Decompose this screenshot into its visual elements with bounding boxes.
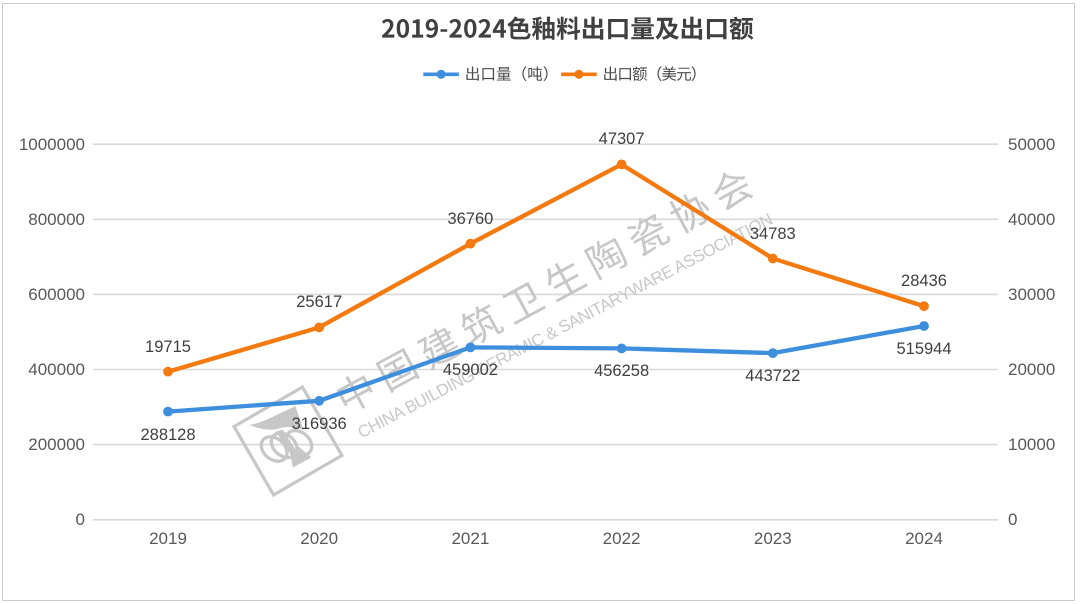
svg-text:CHINA BUILDING CERAMIC & SANIT: CHINA BUILDING CERAMIC & SANITARYWARE AS… xyxy=(355,210,776,442)
